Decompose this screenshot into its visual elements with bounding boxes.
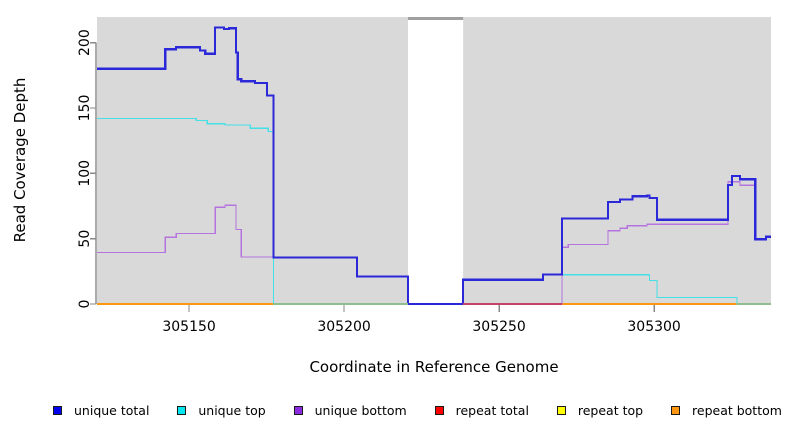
legend-item-unique-bottom: unique bottom: [293, 402, 407, 418]
legend-item-repeat-bottom: repeat bottom: [671, 403, 782, 418]
legend-label: unique total: [74, 402, 150, 418]
legend-label: unique top: [198, 402, 266, 418]
legend-item-unique-top: unique top: [177, 402, 266, 418]
y-axis-title: Read Coverage Depth: [11, 78, 29, 243]
legend-swatch-icon: [293, 405, 303, 415]
plot-area: [97, 17, 771, 306]
coverage-gap-top-bar: [407, 17, 464, 20]
y-tick-label: 200: [77, 29, 93, 56]
legend-item-repeat-total: repeat total: [434, 402, 529, 418]
series-unique-total: [97, 26, 771, 306]
x-tick-label: 305150: [162, 319, 215, 335]
legend-label: unique bottom: [314, 402, 407, 418]
x-tick-label: 305200: [317, 319, 370, 335]
axes: 0 50 100 150 200 305150 305200 305250 305300: [77, 29, 681, 335]
y-tick-label: 150: [77, 95, 93, 122]
legend-swatch-icon: [53, 405, 62, 415]
legend-swatch-icon: [671, 405, 681, 415]
coverage-gap-band: [407, 17, 464, 304]
chart-legend: unique total unique top unique bottom repea…: [53, 398, 782, 422]
legend-swatch-icon: [434, 405, 444, 415]
y-tick-label: 50: [77, 230, 93, 248]
x-axis-title: Coordinate in Reference Genome: [309, 358, 558, 376]
legend-label: repeat total: [455, 402, 529, 418]
x-tick-label: 305300: [627, 319, 680, 335]
legend-swatch-icon: [177, 405, 187, 415]
legend-item-unique-total: unique total: [53, 403, 149, 418]
x-tick-label: 305250: [472, 319, 525, 335]
y-tick-label: 100: [77, 160, 93, 187]
y-tick-label: 0: [77, 300, 93, 309]
legend-label: repeat bottom: [692, 402, 782, 418]
legend-item-repeat-top: repeat top: [556, 402, 644, 418]
legend-label: repeat top: [577, 402, 644, 418]
legend-swatch-icon: [556, 405, 566, 415]
